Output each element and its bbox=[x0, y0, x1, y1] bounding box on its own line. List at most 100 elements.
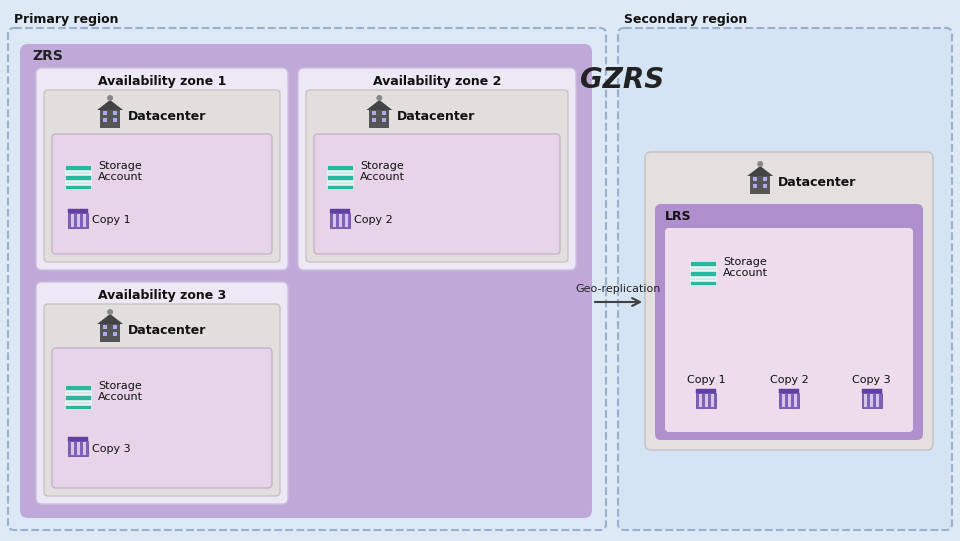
Bar bbox=[68, 437, 88, 441]
Bar bbox=[705, 393, 708, 406]
Bar bbox=[65, 175, 91, 180]
FancyBboxPatch shape bbox=[314, 134, 560, 254]
Bar bbox=[779, 388, 799, 393]
Bar bbox=[690, 261, 716, 266]
Bar bbox=[65, 385, 91, 390]
Bar bbox=[103, 118, 108, 122]
Text: LRS: LRS bbox=[665, 210, 691, 223]
Bar bbox=[70, 443, 74, 456]
Text: Datacenter: Datacenter bbox=[128, 324, 206, 337]
Bar bbox=[690, 281, 716, 285]
Text: Datacenter: Datacenter bbox=[128, 109, 206, 122]
Bar bbox=[327, 184, 353, 189]
Bar bbox=[70, 214, 74, 227]
Bar bbox=[68, 209, 88, 213]
Bar bbox=[65, 401, 91, 404]
Bar bbox=[65, 181, 91, 183]
FancyBboxPatch shape bbox=[52, 134, 272, 254]
Circle shape bbox=[376, 95, 382, 101]
FancyBboxPatch shape bbox=[645, 152, 933, 450]
Bar bbox=[65, 184, 91, 189]
Bar bbox=[100, 324, 120, 342]
Text: GZRS: GZRS bbox=[580, 66, 664, 94]
Bar bbox=[103, 332, 108, 336]
Text: Copy 1: Copy 1 bbox=[687, 375, 726, 385]
Bar bbox=[750, 176, 770, 194]
Bar bbox=[690, 277, 716, 280]
Bar bbox=[864, 393, 867, 406]
Text: Copy 2: Copy 2 bbox=[770, 375, 808, 385]
Circle shape bbox=[108, 309, 113, 315]
Text: Datacenter: Datacenter bbox=[397, 109, 476, 122]
Bar bbox=[327, 175, 353, 180]
FancyBboxPatch shape bbox=[8, 28, 606, 530]
Bar bbox=[763, 177, 767, 181]
Bar bbox=[754, 177, 757, 181]
Bar bbox=[330, 213, 350, 228]
FancyBboxPatch shape bbox=[665, 228, 913, 432]
Bar bbox=[77, 214, 80, 227]
Bar bbox=[65, 405, 91, 409]
Bar bbox=[690, 271, 716, 276]
Bar bbox=[787, 393, 790, 406]
Text: Copy 1: Copy 1 bbox=[92, 215, 131, 226]
FancyBboxPatch shape bbox=[36, 282, 288, 504]
Polygon shape bbox=[97, 100, 123, 110]
Bar bbox=[876, 393, 879, 406]
Bar bbox=[699, 393, 702, 406]
Bar bbox=[68, 213, 88, 228]
Bar bbox=[370, 110, 390, 128]
Bar bbox=[330, 209, 350, 213]
Text: Availability zone 2: Availability zone 2 bbox=[372, 76, 501, 89]
Bar bbox=[382, 111, 386, 115]
Text: Account: Account bbox=[723, 268, 768, 278]
Bar bbox=[65, 164, 91, 169]
Text: Copy 3: Copy 3 bbox=[92, 444, 131, 454]
Text: Geo-replication: Geo-replication bbox=[576, 284, 661, 294]
FancyBboxPatch shape bbox=[52, 348, 272, 488]
Bar bbox=[794, 393, 797, 406]
Bar bbox=[103, 325, 108, 329]
Text: Storage: Storage bbox=[723, 257, 767, 267]
Bar bbox=[65, 395, 91, 400]
Bar bbox=[696, 393, 716, 407]
Text: Copy 3: Copy 3 bbox=[852, 375, 891, 385]
Text: Account: Account bbox=[360, 171, 405, 182]
Bar bbox=[382, 118, 386, 122]
FancyBboxPatch shape bbox=[44, 304, 280, 496]
Bar bbox=[68, 441, 88, 456]
Bar bbox=[754, 184, 757, 188]
Bar bbox=[372, 111, 376, 115]
FancyBboxPatch shape bbox=[298, 68, 576, 270]
Bar bbox=[327, 170, 353, 174]
Text: Account: Account bbox=[98, 171, 143, 182]
FancyBboxPatch shape bbox=[655, 204, 923, 440]
Bar bbox=[103, 111, 108, 115]
Bar bbox=[327, 181, 353, 183]
Text: Storage: Storage bbox=[360, 161, 404, 170]
Text: Availability zone 3: Availability zone 3 bbox=[98, 289, 227, 302]
Bar bbox=[710, 393, 714, 406]
Bar bbox=[77, 443, 80, 456]
FancyBboxPatch shape bbox=[44, 90, 280, 262]
Text: Availability zone 1: Availability zone 1 bbox=[98, 76, 227, 89]
Bar bbox=[113, 111, 117, 115]
FancyBboxPatch shape bbox=[618, 28, 952, 530]
Bar bbox=[862, 393, 881, 407]
Bar bbox=[781, 393, 784, 406]
Circle shape bbox=[108, 95, 113, 101]
Bar bbox=[113, 332, 117, 336]
Text: Storage: Storage bbox=[98, 381, 142, 391]
Bar bbox=[862, 388, 881, 393]
Text: Account: Account bbox=[98, 392, 143, 402]
Bar bbox=[100, 110, 120, 128]
Bar bbox=[65, 170, 91, 174]
Bar bbox=[83, 214, 85, 227]
Bar bbox=[690, 267, 716, 270]
Bar bbox=[372, 118, 376, 122]
Bar bbox=[113, 325, 117, 329]
Bar bbox=[113, 118, 117, 122]
Bar bbox=[763, 184, 767, 188]
FancyBboxPatch shape bbox=[306, 90, 568, 262]
Bar bbox=[339, 214, 342, 227]
